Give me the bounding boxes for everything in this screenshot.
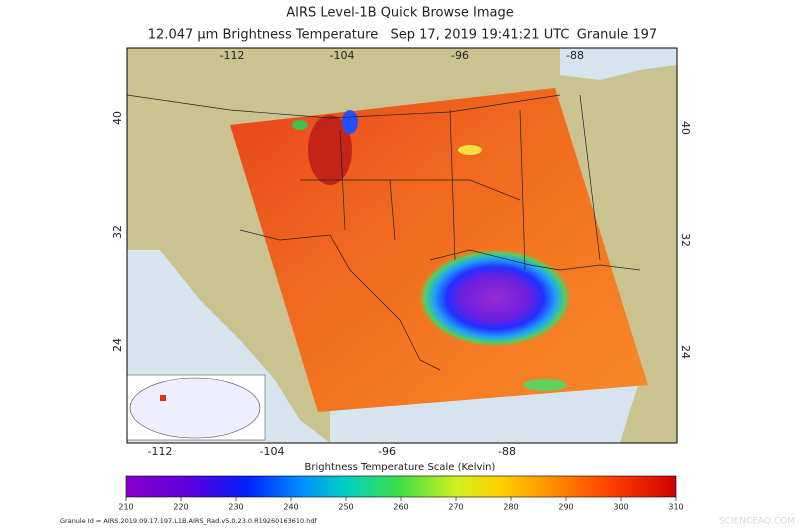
cold-spot [292, 120, 308, 130]
lon-label: -88 [566, 49, 584, 62]
colorbar [125, 475, 677, 498]
inset-granule [160, 395, 166, 401]
subtitle-product: 12.047 μm Brightness Temperature [148, 28, 378, 43]
colorbar-tick-label: 300 [613, 503, 628, 512]
colorbar-tick-label: 310 [668, 503, 683, 512]
title: AIRS Level-1B Quick Browse Image [286, 6, 514, 21]
cloud [458, 145, 482, 155]
storm [417, 248, 573, 348]
granule-id: Granule Id = AIRS.2019.09.17.197.L1B.AIR… [60, 517, 317, 525]
lakes [560, 48, 677, 80]
subtitle-time: Sep 17, 2019 19:41:21 UTC [391, 28, 570, 43]
cloud [523, 379, 567, 391]
map-labels: -112 -112 -104 -104 -96 -96 -88 -88 40 40 32 32 24 24 [111, 49, 692, 458]
watermark: SCIENCEAQ.COM [719, 517, 795, 527]
lon-label: -88 [498, 445, 516, 458]
colorbar-tick-label: 280 [503, 503, 518, 512]
colorbar-ticks: 210 220 230 240 250 260 270 280 290 300 310 [118, 497, 684, 512]
lon-label: -112 [220, 49, 245, 62]
lat-label: 24 [111, 338, 124, 352]
map-frame [126, 47, 678, 444]
colorbar-tick-label: 260 [393, 503, 408, 512]
colorbar-tick-label: 290 [558, 503, 573, 512]
lat-label: 32 [679, 233, 692, 247]
map [127, 48, 677, 443]
lon-label: -104 [260, 445, 285, 458]
lon-label: -96 [378, 445, 396, 458]
colorbar-title: Brightness Temperature Scale (Kelvin) [305, 462, 496, 473]
inset-earth [129, 377, 261, 439]
colorbar-tick-label: 250 [338, 503, 353, 512]
colorbar-tick-label: 270 [448, 503, 463, 512]
colorbar-tick-label: 210 [118, 503, 133, 512]
lon-label: -96 [451, 49, 469, 62]
colorbar-tick-label: 220 [173, 503, 188, 512]
borders [127, 94, 641, 371]
lon-label: -104 [330, 49, 355, 62]
cold-region [308, 115, 352, 185]
lat-label: 40 [679, 121, 692, 135]
colorbar-tick-label: 240 [283, 503, 298, 512]
subtitle-granule: Granule 197 [577, 28, 657, 43]
cold-spot [342, 110, 358, 134]
lat-label: 24 [679, 345, 692, 359]
lat-label: 32 [111, 225, 124, 239]
lat-label: 40 [111, 111, 124, 125]
lon-label: -112 [148, 445, 173, 458]
colorbar-tick-label: 230 [228, 503, 243, 512]
